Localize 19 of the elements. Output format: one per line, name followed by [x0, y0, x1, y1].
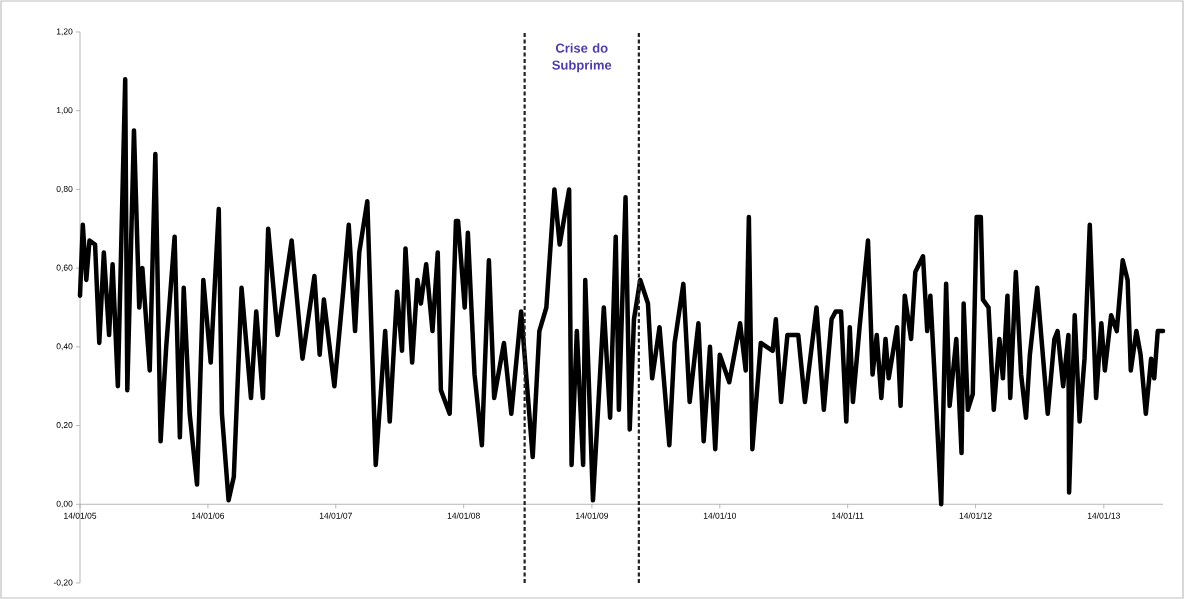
y-tick-label: -0,20 [53, 579, 73, 587]
y-tick-label: 0,80 [56, 185, 73, 193]
x-tick-label: 14/01/13 [1087, 512, 1120, 519]
x-tick-label: 14/01/07 [319, 512, 352, 519]
x-tick-label: 14/01/10 [703, 512, 736, 519]
y-tick-label: 0,00 [56, 500, 73, 508]
x-tick-label: 14/01/09 [576, 512, 609, 519]
x-tick-label: 14/01/05 [64, 512, 97, 519]
x-tick-label: 14/01/08 [447, 512, 480, 519]
y-tick-label: 1,20 [56, 28, 73, 36]
y-tick-label: 0,20 [56, 422, 73, 430]
y-tick-label: 0,60 [56, 264, 73, 272]
x-tick-label: 14/01/11 [832, 512, 864, 519]
annotation: Crise do Subprime [552, 43, 612, 73]
x-tick-label: 14/01/06 [191, 512, 225, 519]
y-tick-label: 0,40 [56, 343, 73, 351]
y-tick-label: 1,00 [56, 107, 73, 115]
line-series [77, 76, 1166, 507]
x-tick-label: 14/01/12 [959, 512, 992, 519]
